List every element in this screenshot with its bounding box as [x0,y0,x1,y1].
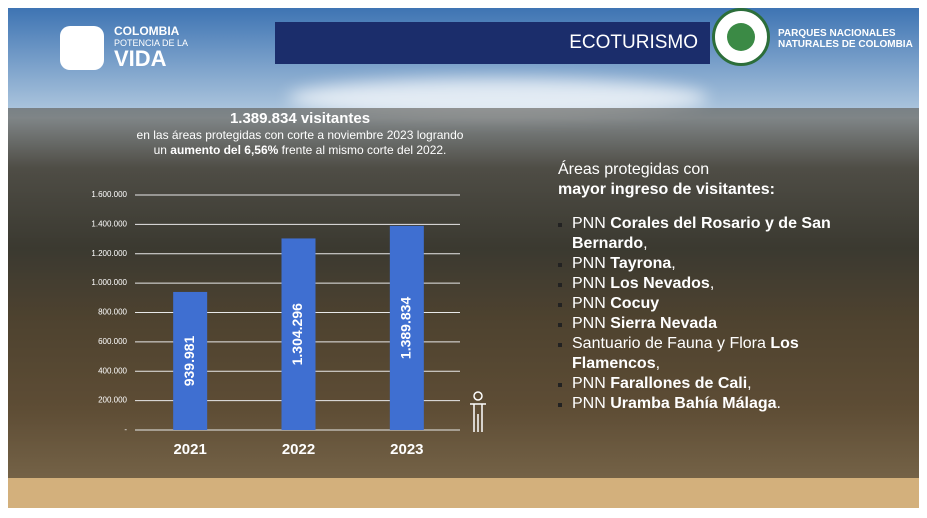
subtitle-text: en las áreas protegidas con corte a novi… [136,128,464,157]
logo-mark [60,26,104,70]
areas-heading-bold: mayor ingreso de visitantes: [558,181,775,198]
y-tick-label: 1.400.000 [91,219,127,228]
bar [389,225,424,430]
cloud [288,78,708,118]
landscape [8,108,919,508]
area-item: Santuario de Fauna y Flora Los Flamencos… [558,334,858,374]
area-prefix: PNN [572,315,611,332]
bar [281,238,316,430]
logo-line: COLOMBIA [114,24,180,38]
area-prefix: PNN [572,275,611,292]
bar [173,291,208,430]
areas-list: PNN Corales del Rosario y de San Bernard… [558,214,858,414]
value-label: 939.981 [181,335,197,386]
org-line: PARQUES NACIONALES [778,28,896,39]
logo-text: COLOMBIA POTENCIA DE LA VIDA [114,24,188,70]
area-prefix: Santuario de Fauna y Flora [572,335,771,352]
areas-panel: Áreas protegidas con mayor ingreso de vi… [558,160,858,414]
x-tick-label: 2023 [390,441,423,458]
area-name: Uramba Bahía Málaga [610,395,777,412]
area-item: PNN Corales del Rosario y de San Bernard… [558,214,858,254]
y-tick-label: 400.000 [98,366,127,375]
person-icon [470,391,486,432]
y-tick-label: 1.600.000 [91,190,127,199]
chart-subtitle: en las áreas protegidas con corte a novi… [130,128,470,158]
area-name: Sierra Nevada [610,315,717,332]
area-suffix: , [655,355,661,372]
area-suffix: , [747,375,752,392]
logo-line: POTENCIA DE LA [114,38,189,48]
areas-heading: Áreas protegidas con [558,161,710,178]
area-name: Los Nevados [610,275,710,292]
area-prefix: PNN [572,295,611,312]
org-name: PARQUES NACIONALES NATURALES DE COLOMBIA [778,28,913,50]
y-tick-label: 1.000.000 [91,278,127,287]
subtitle-highlight: aumento del 6,56% [170,143,279,157]
area-item: PNN Uramba Bahía Málaga. [558,394,858,414]
chart-title: 1.389.834 visitantes [229,110,371,127]
area-name: Farallones de Cali [610,375,748,392]
value-label: 1.304.296 [289,303,305,365]
seal [712,8,770,66]
area-suffix: , [709,275,715,292]
y-tick-label: - [124,425,127,434]
area-suffix: , [643,235,648,252]
area-item: PNN Los Nevados, [558,274,858,294]
x-tick-label: 2021 [173,441,206,458]
area-name: Cocuy [610,295,660,312]
area-prefix: PNN [572,255,611,272]
area-item: PNN Tayrona, [558,254,858,274]
logo-line: VIDA [114,46,167,71]
area-item: PNN Sierra Nevada [558,314,858,334]
area-prefix: PNN [572,215,611,232]
value-label: 1.389.834 [398,297,414,359]
area-item: PNN Cocuy [558,294,858,314]
y-tick-label: 200.000 [98,396,127,405]
area-prefix: PNN [572,375,611,392]
area-name: Tayrona [610,255,672,272]
area-prefix: PNN [572,395,611,412]
section-title: ECOTURISMO [569,32,698,53]
y-tick-label: 600.000 [98,337,127,346]
y-tick-label: 800.000 [98,308,127,317]
x-tick-label: 2022 [282,441,315,458]
area-name: Corales del Rosario y de San Bernardo [572,215,831,252]
seal-center [727,23,755,51]
y-tick-label: 1.200.000 [91,249,127,258]
area-suffix: . [776,395,781,412]
area-item: PNN Farallones de Cali, [558,374,858,394]
area-name: Los Flamencos [572,335,799,372]
org-line: NATURALES DE COLOMBIA [778,39,913,50]
section-banner: ECOTURISMO [275,22,710,64]
sand [8,478,919,508]
subtitle-text: frente al mismo corte del 2022. [278,143,447,157]
area-suffix: , [671,255,676,272]
